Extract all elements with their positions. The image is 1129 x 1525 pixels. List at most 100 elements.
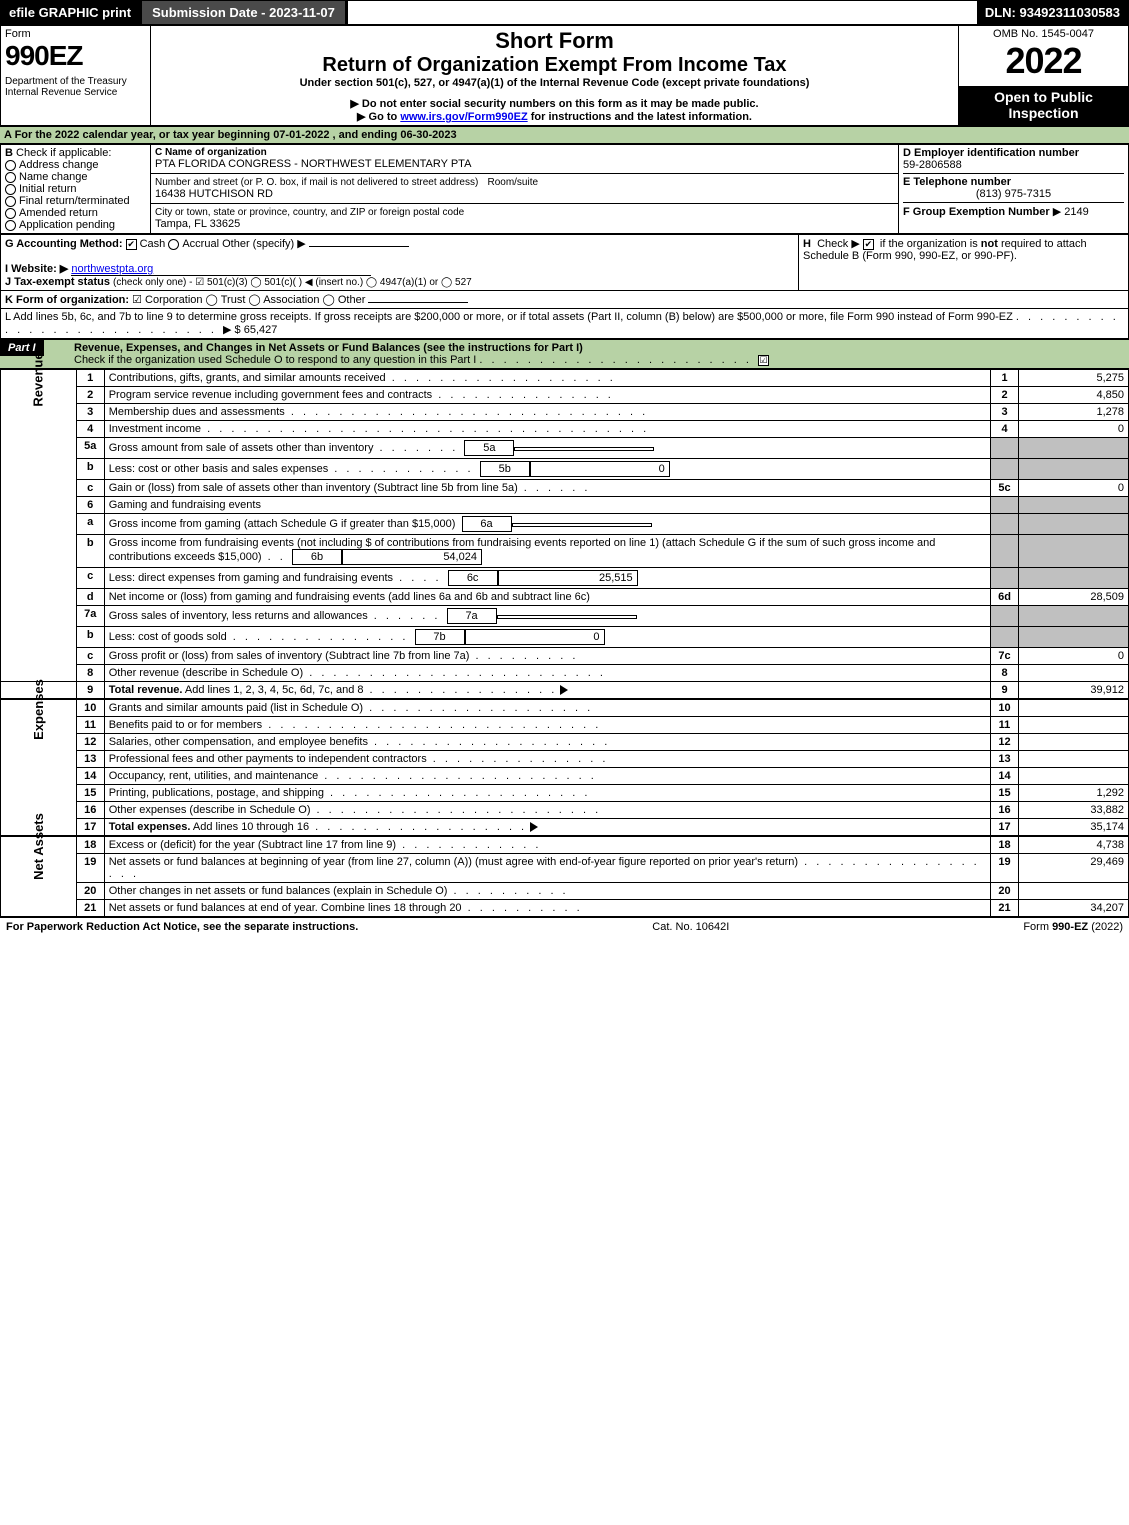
txt-19: Net assets or fund balances at beginning… — [109, 856, 798, 868]
side-expenses: Expenses — [31, 679, 46, 740]
city-value: Tampa, FL 33625 — [155, 218, 240, 230]
chk-cash[interactable]: ✔ — [126, 239, 137, 250]
val-3: 1,278 — [1019, 404, 1129, 421]
rn-14: 14 — [991, 768, 1019, 785]
ln-18: 18 — [76, 836, 104, 854]
ln-10: 10 — [76, 699, 104, 717]
chk-accrual[interactable] — [168, 239, 179, 250]
rn-6a — [991, 514, 1019, 535]
chk-h[interactable]: ✔ — [863, 239, 874, 250]
val-7a — [1019, 606, 1129, 627]
ein-value: 59-2806588 — [903, 159, 962, 171]
rn-12: 12 — [991, 734, 1019, 751]
dept-label: Department of the Treasury Internal Reve… — [5, 76, 146, 98]
part1-sub: Check if the organization used Schedule … — [74, 354, 476, 366]
ln-5c: c — [76, 480, 104, 497]
rn-15: 15 — [991, 785, 1019, 802]
ln-19: 19 — [76, 854, 104, 883]
chk-amended[interactable] — [5, 208, 16, 219]
in-6a: 6a — [462, 516, 512, 532]
txt-5b: Less: cost or other basis and sales expe… — [109, 463, 329, 475]
txt-16: Other expenses (describe in Schedule O) — [109, 804, 311, 816]
ln-17: 17 — [76, 819, 104, 837]
chk-final[interactable] — [5, 196, 16, 207]
omb-label: OMB No. 1545-0047 — [963, 28, 1124, 40]
txt-13: Professional fees and other payments to … — [109, 753, 427, 765]
in-7b: 7b — [415, 629, 465, 645]
irs-link[interactable]: www.irs.gov/Form990EZ — [400, 111, 527, 123]
opt-other: Other (specify) ▶ — [222, 238, 306, 250]
iv-5b: 0 — [530, 461, 670, 477]
chk-pending[interactable] — [5, 220, 16, 231]
line-j-text: (check only one) - ☑ 501(c)(3) ◯ 501(c)(… — [113, 277, 472, 288]
part1-chk[interactable]: ☑ — [758, 355, 769, 366]
rn-5c: 5c — [991, 480, 1019, 497]
footer: For Paperwork Reduction Act Notice, see … — [0, 917, 1129, 936]
chk-initial[interactable] — [5, 184, 16, 195]
rn-19: 19 — [991, 854, 1019, 883]
rn-6c — [991, 568, 1019, 589]
ln-20: 20 — [76, 883, 104, 900]
rn-7a — [991, 606, 1019, 627]
chk-address[interactable] — [5, 160, 16, 171]
ln-7a: 7a — [76, 606, 104, 627]
in-5b: 5b — [480, 461, 530, 477]
rn-16: 16 — [991, 802, 1019, 819]
k-blank[interactable] — [368, 302, 468, 303]
title-return: Return of Organization Exempt From Incom… — [155, 54, 954, 77]
txt-6c: Less: direct expenses from gaming and fu… — [109, 572, 393, 584]
box-e-label: E Telephone number — [903, 176, 1011, 188]
in-5a: 5a — [464, 440, 514, 456]
footer-right: Form 990-EZ (2022) — [1023, 921, 1123, 933]
submission-date: Submission Date - 2023-11-07 — [139, 1, 348, 24]
val-7c: 0 — [1019, 648, 1129, 665]
val-20 — [1019, 883, 1129, 900]
footer-left: For Paperwork Reduction Act Notice, see … — [6, 921, 358, 933]
tax-year: 2022 — [963, 40, 1124, 82]
rn-7c: 7c — [991, 648, 1019, 665]
line-h-text: Check ▶ ✔ if the organization is not req… — [803, 238, 1087, 262]
txt-12: Salaries, other compensation, and employ… — [109, 736, 368, 748]
gh-table: G Accounting Method: ✔Cash Accrual Other… — [0, 234, 1129, 291]
rn-21: 21 — [991, 900, 1019, 917]
line-l-val: ▶ $ 65,427 — [223, 324, 277, 336]
efile-label[interactable]: efile GRAPHIC print — [1, 1, 139, 24]
rn-2: 2 — [991, 387, 1019, 404]
txt-15: Printing, publications, postage, and shi… — [109, 787, 324, 799]
ln-9: 9 — [76, 682, 104, 700]
in-7a: 7a — [447, 608, 497, 624]
footer-mid: Cat. No. 10642I — [652, 921, 729, 933]
box-f-label: F Group Exemption Number — [903, 206, 1050, 218]
iv-7a — [497, 615, 637, 619]
val-4: 0 — [1019, 421, 1129, 438]
in-6c: 6c — [448, 570, 498, 586]
rn-6d: 6d — [991, 589, 1019, 606]
opt-initial: Initial return — [19, 183, 76, 195]
rn-6 — [991, 497, 1019, 514]
val-19: 29,469 — [1019, 854, 1129, 883]
rn-6b — [991, 535, 1019, 568]
website-link[interactable]: northwestpta.org — [71, 263, 371, 276]
other-blank[interactable] — [309, 246, 409, 247]
txt-20: Other changes in net assets or fund bala… — [109, 885, 448, 897]
note-goto: ▶ Go to www.irs.gov/Form990EZ for instru… — [155, 110, 954, 123]
ln-7b: b — [76, 627, 104, 648]
dln-label: DLN: 93492311030583 — [977, 1, 1128, 24]
val-7b — [1019, 627, 1129, 648]
rn-1: 1 — [991, 370, 1019, 387]
txt-17b: Total expenses. — [109, 821, 191, 833]
rn-11: 11 — [991, 717, 1019, 734]
ln-12: 12 — [76, 734, 104, 751]
val-1: 5,275 — [1019, 370, 1129, 387]
spacer — [348, 1, 977, 24]
opt-name: Name change — [19, 171, 88, 183]
form-number: 990EZ — [5, 40, 146, 72]
txt-10: Grants and similar amounts paid (list in… — [109, 702, 363, 714]
ln-2: 2 — [76, 387, 104, 404]
line-i-label: I Website: ▶ — [5, 263, 68, 275]
val-14 — [1019, 768, 1129, 785]
chk-name[interactable] — [5, 172, 16, 183]
line-l: L Add lines 5b, 6c, and 7b to line 9 to … — [0, 309, 1129, 339]
street-label: Number and street (or P. O. box, if mail… — [155, 177, 478, 188]
ln-15: 15 — [76, 785, 104, 802]
